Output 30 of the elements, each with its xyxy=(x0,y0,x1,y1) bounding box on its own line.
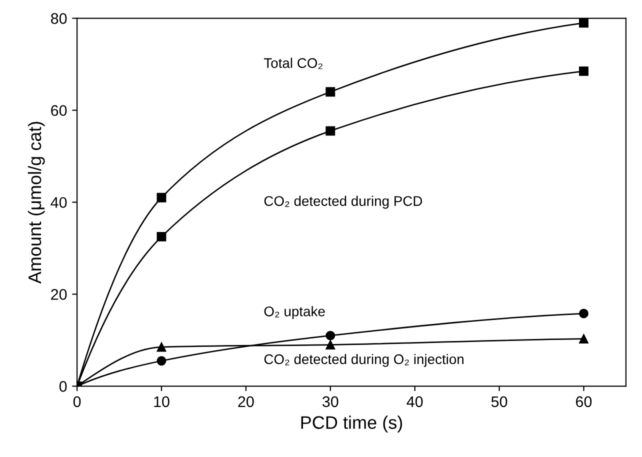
point xyxy=(326,126,336,136)
x-tick-label: 20 xyxy=(238,396,254,408)
x-tick-label: 0 xyxy=(73,396,81,408)
x-tick-label: 40 xyxy=(406,396,423,408)
annotation: CO₂ detected during O₂ injection xyxy=(264,354,464,367)
point xyxy=(156,192,166,202)
point xyxy=(579,334,588,344)
x-tick-label: 10 xyxy=(154,396,170,408)
point xyxy=(156,356,166,366)
x-tick-label: 50 xyxy=(491,396,508,408)
point xyxy=(579,66,588,76)
y-tick-label: 80 xyxy=(50,13,67,24)
point xyxy=(579,18,588,28)
x-tick-label: 30 xyxy=(322,396,338,408)
point xyxy=(579,308,588,318)
y-tick-label: 0 xyxy=(59,381,67,392)
point xyxy=(156,342,166,352)
point xyxy=(326,87,336,97)
x-axis-title: PCD time (s) xyxy=(301,416,402,433)
point xyxy=(326,340,336,350)
y-axis-title: Amount (μmol/g cat) xyxy=(28,122,45,284)
annotation: CO₂ detected during PCD xyxy=(264,196,422,209)
annotation: O₂ uptake xyxy=(264,306,325,320)
y-tick-label: 60 xyxy=(51,105,67,116)
point xyxy=(156,232,166,242)
annotation: Total CO₂ xyxy=(264,58,322,70)
y-tick-label: 40 xyxy=(50,197,67,208)
point xyxy=(326,330,336,340)
x-tick-label: 60 xyxy=(576,396,592,408)
y-tick-label: 20 xyxy=(51,289,67,300)
